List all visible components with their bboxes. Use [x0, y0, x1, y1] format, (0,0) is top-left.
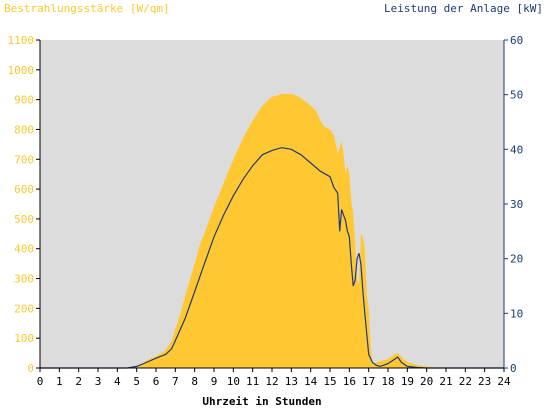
left-axis-title: Bestrahlungsstärke [W/qm] [4, 2, 170, 15]
left-tick-label: 500 [14, 213, 34, 226]
right-tick-label: 40 [510, 143, 523, 156]
x-tick-label: 19 [401, 375, 414, 388]
x-tick-label: 14 [304, 375, 318, 388]
right-tick-label: 30 [510, 198, 523, 211]
left-tick-label: 100 [14, 332, 34, 345]
x-tick-label: 8 [191, 375, 198, 388]
right-tick-label: 60 [510, 34, 523, 47]
right-axis-ticks: 0 10 20 30 40 50 60 [504, 34, 523, 375]
x-axis-ticks: 0 1 2 3 4 5 6 7 8 9 10 11 12 13 14 15 16 17 18 19 20 21 22 23 24 [37, 368, 511, 388]
x-tick-label: 3 [95, 375, 102, 388]
right-tick-label: 0 [510, 362, 517, 375]
left-tick-label: 1100 [8, 34, 35, 47]
left-tick-label: 600 [14, 183, 34, 196]
left-tick-label: 300 [14, 273, 34, 286]
right-tick-label: 50 [510, 89, 523, 102]
power-line [40, 147, 504, 369]
power-series [40, 147, 504, 369]
x-tick-label: 15 [323, 375, 336, 388]
left-tick-label: 700 [14, 153, 34, 166]
left-tick-label: 400 [14, 243, 34, 256]
x-tick-label: 17 [362, 375, 375, 388]
x-tick-label: 1 [56, 375, 63, 388]
x-tick-label: 2 [75, 375, 82, 388]
x-tick-label: 13 [285, 375, 298, 388]
x-tick-label: 23 [478, 375, 491, 388]
right-tick-label: 10 [510, 307, 523, 320]
left-tick-label: 0 [27, 362, 34, 375]
x-tick-label: 20 [420, 375, 433, 388]
x-axis-label: Uhrzeit in Stunden [202, 395, 321, 408]
x-tick-label: 6 [153, 375, 160, 388]
left-tick-label: 800 [14, 123, 34, 136]
right-axis-title: Leistung der Anlage [kW] [384, 2, 543, 15]
x-tick-label: 22 [459, 375, 472, 388]
x-tick-label: 12 [265, 375, 278, 388]
irradiance-series [40, 93, 504, 368]
x-tick-label: 7 [172, 375, 179, 388]
right-tick-label: 20 [510, 253, 523, 266]
x-tick-label: 0 [37, 375, 44, 388]
left-tick-label: 200 [14, 302, 34, 315]
left-tick-label: 900 [14, 94, 34, 107]
x-tick-label: 5 [133, 375, 140, 388]
irradiance-area [40, 93, 504, 368]
x-tick-label: 11 [246, 375, 259, 388]
x-tick-label: 21 [439, 375, 452, 388]
x-tick-label: 4 [114, 375, 121, 388]
x-tick-label: 24 [497, 375, 511, 388]
x-tick-label: 16 [343, 375, 356, 388]
x-tick-label: 18 [381, 375, 394, 388]
x-tick-label: 9 [211, 375, 218, 388]
x-tick-label: 10 [227, 375, 240, 388]
left-axis-ticks: 0 100 200 300 400 500 600 700 800 900 1000 1100 [8, 34, 40, 375]
left-tick-label: 1000 [8, 64, 35, 77]
